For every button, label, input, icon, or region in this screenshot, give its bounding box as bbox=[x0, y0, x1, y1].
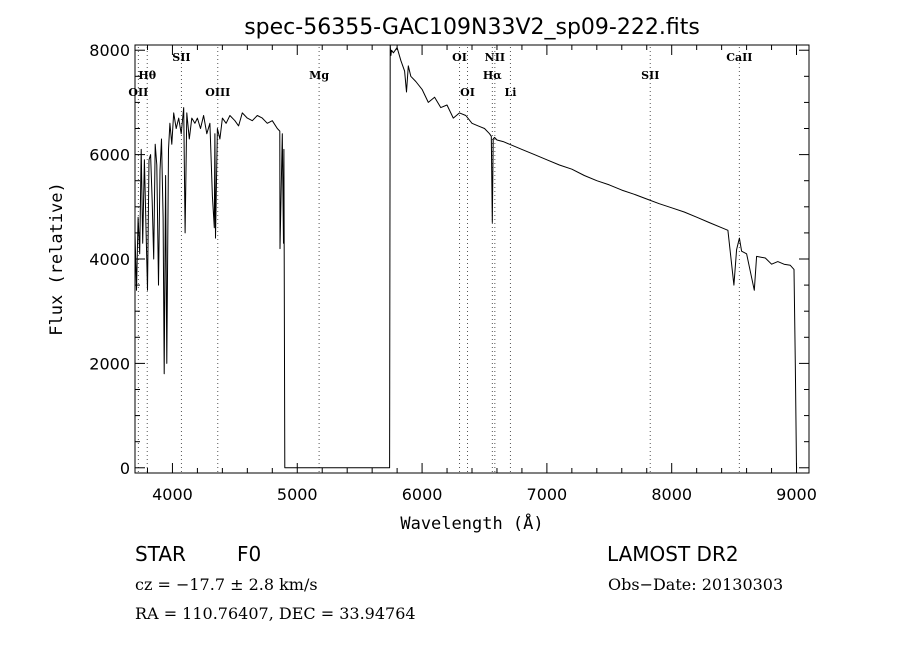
y-tick-label-0: 0 bbox=[120, 459, 130, 478]
line-marker-label-8: Hα bbox=[483, 69, 502, 82]
line-marker-label-10: SII bbox=[641, 69, 659, 82]
survey-name: LAMOST DR2 bbox=[607, 542, 739, 566]
y-axis-label: Flux (relative) bbox=[47, 182, 67, 336]
line-marker-label-11: CaII bbox=[726, 51, 752, 64]
x-tick-label-5: 9000 bbox=[776, 485, 817, 504]
line-marker-label-9: Li bbox=[504, 86, 516, 99]
line-marker-label-2: SII bbox=[172, 51, 190, 64]
x-tick-label-4: 8000 bbox=[651, 485, 692, 504]
line-marker-label-6: OI bbox=[460, 86, 475, 99]
x-tick-label-1: 5000 bbox=[277, 485, 318, 504]
line-marker-label-7: NII bbox=[485, 51, 505, 64]
x-tick-label-2: 6000 bbox=[402, 485, 443, 504]
line-marker-label-0: OII bbox=[128, 86, 148, 99]
y-tick-label-2: 4000 bbox=[89, 250, 130, 269]
spectrum-series-line bbox=[134, 44, 798, 469]
y-tick-label-4: 8000 bbox=[89, 41, 130, 60]
chart-title: spec-56355-GAC109N33V2_sp09-222.fits bbox=[244, 15, 700, 40]
line-marker-label-1: Hθ bbox=[138, 69, 156, 82]
line-marker-label-5: OI bbox=[452, 51, 467, 64]
object-class: STAR bbox=[135, 542, 186, 566]
axes-group: 4000 5000 6000 7000 8000 9000 0 2000 4000 6000 800… bbox=[89, 41, 817, 504]
line-marker-label-4: Mg bbox=[309, 69, 329, 82]
line-marker-label-3: OIII bbox=[205, 86, 230, 99]
redshift-cz: cz = −17.7 ± 2.8 km/s bbox=[135, 575, 318, 594]
x-tick-label-0: 4000 bbox=[152, 485, 193, 504]
observation-date: Obs−Date: 20130303 bbox=[608, 575, 784, 594]
y-tick-label-3: 6000 bbox=[89, 146, 130, 165]
y-tick-label-1: 2000 bbox=[89, 354, 130, 373]
plot-frame bbox=[134, 44, 810, 474]
coordinates: RA = 110.76407, DEC = 33.94764 bbox=[135, 604, 416, 623]
series-group bbox=[134, 44, 798, 469]
object-subclass: F0 bbox=[237, 542, 262, 566]
x-tick-label-3: 7000 bbox=[527, 485, 568, 504]
x-axis-label: Wavelength (Å) bbox=[400, 512, 543, 534]
